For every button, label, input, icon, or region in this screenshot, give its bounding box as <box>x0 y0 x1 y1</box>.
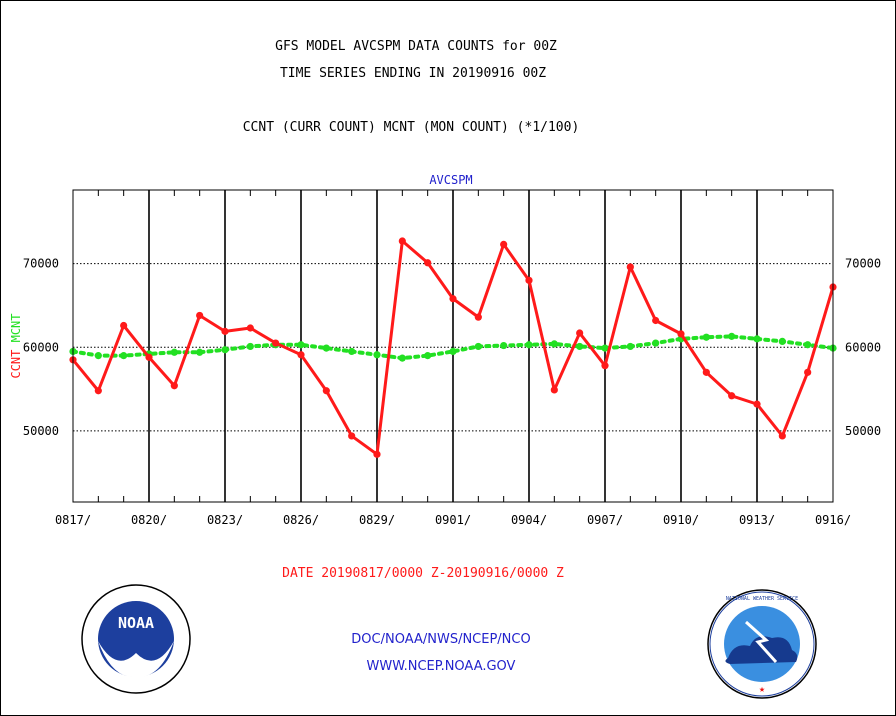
point-ccnt <box>753 400 761 408</box>
x-tick-label: 0901/ <box>435 513 471 527</box>
x-tick-label: 0820/ <box>131 513 167 527</box>
point-ccnt <box>728 392 736 400</box>
x-tick-label: 0826/ <box>283 513 319 527</box>
x-tick-label: 0907/ <box>587 513 623 527</box>
point-ccnt <box>601 362 609 370</box>
point-mcnt <box>170 348 178 356</box>
point-ccnt <box>449 295 457 303</box>
point-ccnt <box>550 386 558 394</box>
plot-border <box>72 189 834 503</box>
point-ccnt <box>322 387 330 395</box>
x-tick-label: 0817/ <box>55 513 91 527</box>
point-mcnt <box>525 341 533 349</box>
point-mcnt <box>373 351 381 359</box>
point-ccnt <box>677 330 685 338</box>
point-ccnt <box>702 368 710 376</box>
point-ccnt <box>94 387 102 395</box>
point-mcnt <box>449 347 457 356</box>
point-ccnt <box>246 324 254 332</box>
point-mcnt <box>322 344 330 352</box>
point-ccnt <box>804 368 812 376</box>
point-mcnt <box>652 339 660 347</box>
x-tick-label: 0910/ <box>663 513 699 527</box>
x-tick-label: 0916/ <box>815 513 851 527</box>
y-tick-label-right: 50000 <box>845 424 881 438</box>
point-ccnt <box>170 382 178 390</box>
point-mcnt <box>601 344 609 352</box>
y-tick-label-right: 70000 <box>845 257 881 271</box>
nws-star-icon: ★ <box>759 684 765 695</box>
point-mcnt <box>246 342 254 351</box>
y-label-mcnt: MCNT <box>9 313 23 342</box>
chart-title: AVCSPM <box>429 173 472 187</box>
grid-layer <box>73 190 833 502</box>
point-mcnt <box>221 346 229 354</box>
point-ccnt <box>120 321 128 330</box>
point-ccnt <box>348 432 356 440</box>
x-tick-label: 0823/ <box>207 513 243 527</box>
point-mcnt <box>753 335 761 343</box>
point-ccnt <box>576 329 584 337</box>
point-mcnt <box>398 354 406 362</box>
point-ccnt <box>297 351 305 359</box>
point-ccnt <box>398 237 406 245</box>
point-ccnt <box>272 339 280 347</box>
tick-layer: 0817/0820/0823/0826/0829/0901/0904/0907/… <box>23 190 881 527</box>
x-tick-label: 0829/ <box>359 513 395 527</box>
point-ccnt <box>500 240 508 248</box>
y-tick-label-right: 60000 <box>845 340 881 354</box>
point-ccnt <box>221 327 229 335</box>
series-layer <box>69 237 837 458</box>
nws-logo-icon: ★ NATIONAL WEATHER SERVICE <box>707 589 817 699</box>
svg-text:CCNT MCNT: CCNT MCNT <box>9 313 23 378</box>
point-mcnt <box>424 352 432 360</box>
point-ccnt <box>525 276 533 284</box>
point-mcnt <box>550 340 558 348</box>
noaa-logo-icon: NOAA <box>81 584 191 694</box>
point-mcnt <box>778 337 786 345</box>
point-ccnt <box>373 450 381 458</box>
header-title-line2: TIME SERIES ENDING IN 20190916 00Z <box>279 66 547 81</box>
point-mcnt <box>94 352 102 360</box>
y-label-ccnt: CCNT <box>9 350 23 379</box>
header-title-line3: CCNT (CURR COUNT) MCNT (MON COUNT) (*1/1… <box>242 120 580 135</box>
point-mcnt <box>348 347 356 356</box>
point-mcnt <box>576 342 584 351</box>
noaa-logo-text: NOAA <box>118 614 154 632</box>
point-mcnt <box>500 341 508 350</box>
point-ccnt <box>474 313 482 321</box>
point-mcnt <box>626 342 634 351</box>
point-mcnt <box>196 348 204 356</box>
point-mcnt <box>702 333 710 341</box>
y-tick-label-left: 70000 <box>23 257 59 271</box>
date-range-label: DATE 20190817/0000 Z-20190916/0000 Z <box>282 566 564 581</box>
point-mcnt <box>804 341 812 349</box>
point-ccnt <box>626 263 634 271</box>
x-tick-label: 0904/ <box>511 513 547 527</box>
point-ccnt <box>424 259 432 267</box>
y-tick-label-left: 50000 <box>23 424 59 438</box>
org-line: DOC/NOAA/NWS/NCEP/NCO <box>351 632 531 647</box>
url-link[interactable]: WWW.NCEP.NOAA.GOV <box>366 659 516 674</box>
point-mcnt <box>120 352 128 360</box>
y-tick-label-left: 60000 <box>23 340 59 354</box>
point-mcnt <box>728 332 736 340</box>
y-axis-label: CCNT MCNT <box>9 313 23 378</box>
x-tick-label: 0913/ <box>739 513 775 527</box>
point-ccnt <box>196 311 204 320</box>
point-ccnt <box>145 353 153 361</box>
header-title-line1: GFS MODEL AVCSPM DATA COUNTS for 00Z <box>275 39 557 54</box>
point-ccnt <box>652 316 660 325</box>
nws-logo-text: NATIONAL WEATHER SERVICE <box>726 596 798 602</box>
point-mcnt <box>297 341 305 349</box>
point-mcnt <box>474 342 482 351</box>
point-ccnt <box>778 432 786 440</box>
